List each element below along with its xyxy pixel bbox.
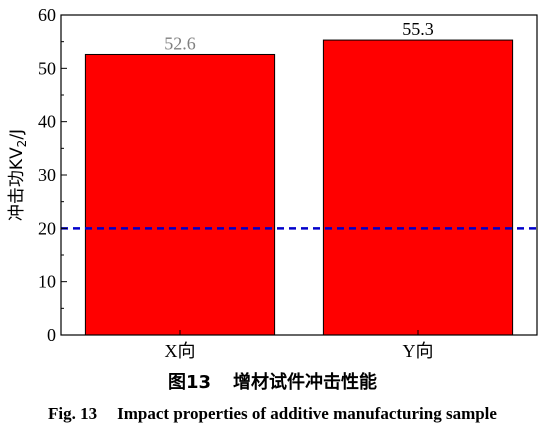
impact-bar-chart: 52.6 X向 55.3 Y向 0 10 20 30 40 50 60 冲击功KV2/J — [7, 5, 538, 361]
y-tick-label-1: 0 — [47, 325, 56, 345]
y-tick-label-7: 60 — [38, 5, 56, 25]
data-label-1: 52.6 — [164, 33, 196, 53]
bar-2 — [322, 39, 514, 336]
y-tick-label-6: 50 — [38, 58, 56, 78]
y-tick-label-4: 30 — [38, 165, 56, 185]
caption-cn-title: 增材试件冲击性能 — [233, 372, 378, 393]
data-label-2: 55.3 — [402, 19, 434, 39]
x-tick-label-1: X向 — [165, 341, 196, 361]
plot-frame — [60, 14, 538, 336]
y-axis-title: 冲击功KV2/J — [7, 129, 29, 221]
y-tick-label-3: 20 — [38, 218, 56, 238]
caption-en-title: Impact properties of additive manufactur… — [117, 404, 497, 423]
caption-cn-number: 图13 — [167, 372, 212, 393]
y-tick-label-2: 10 — [38, 272, 56, 292]
caption-chinese: 图13 增材试件冲击性能 — [0, 368, 545, 394]
x-tick-label-2: Y向 — [403, 341, 434, 361]
caption-en-number: Fig. 13 — [48, 404, 98, 423]
bar-1 — [84, 53, 276, 336]
caption-english: Fig. 13 Impact properties of additive man… — [0, 404, 545, 424]
y-tick-label-5: 40 — [38, 112, 56, 132]
